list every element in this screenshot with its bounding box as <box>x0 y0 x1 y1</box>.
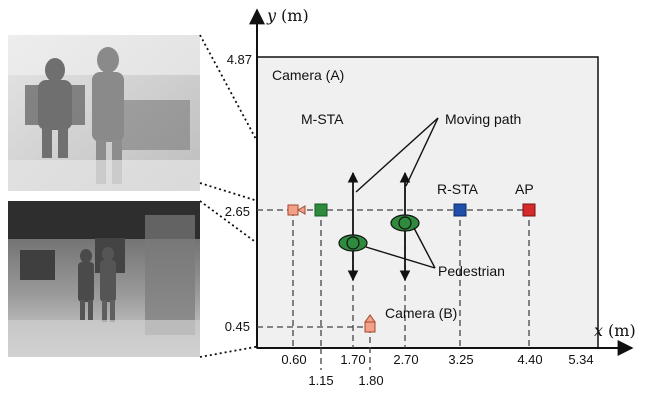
depth-image-camera-b <box>8 201 200 357</box>
pedestrian-label: Pedestrian <box>438 263 505 279</box>
camera-a-label: Camera (A) <box>272 67 344 83</box>
depth-image-camera-a <box>8 35 200 191</box>
x-tick-label: 1.80 <box>358 373 383 388</box>
pedestrian-icon <box>390 214 420 232</box>
r-sta-label: R-STA <box>437 181 479 197</box>
camera-b-icon <box>364 314 376 333</box>
ap-label: AP <box>515 181 534 197</box>
x-axis-title: x (m) <box>594 321 636 340</box>
y-tick-label: 0.45 <box>225 319 250 334</box>
x-tick-label: 2.70 <box>393 352 418 367</box>
x-tick-label: 1.70 <box>340 352 365 367</box>
x-tick-label: 4.40 <box>517 352 542 367</box>
m-sta-label: M-STA <box>301 111 344 127</box>
r-sta-icon <box>453 203 467 217</box>
m-sta-icon <box>314 203 328 217</box>
x-tick-label: 3.25 <box>448 352 473 367</box>
camera-b-label: Camera (B) <box>385 305 457 321</box>
y-tick-label: 4.87 <box>227 52 252 67</box>
pedestrian-icon <box>338 234 368 252</box>
callout-lines <box>355 117 439 269</box>
ap-icon <box>522 203 536 217</box>
camera-a-icon <box>287 204 306 216</box>
y-axis-title: y (m) <box>266 6 309 25</box>
x-tick-label: 5.34 <box>568 352 593 367</box>
y-tick-label: 2.65 <box>225 204 250 219</box>
x-tick-label: 1.15 <box>308 373 333 388</box>
moving-path-label: Moving path <box>445 111 521 127</box>
x-tick-label: 0.60 <box>281 352 306 367</box>
